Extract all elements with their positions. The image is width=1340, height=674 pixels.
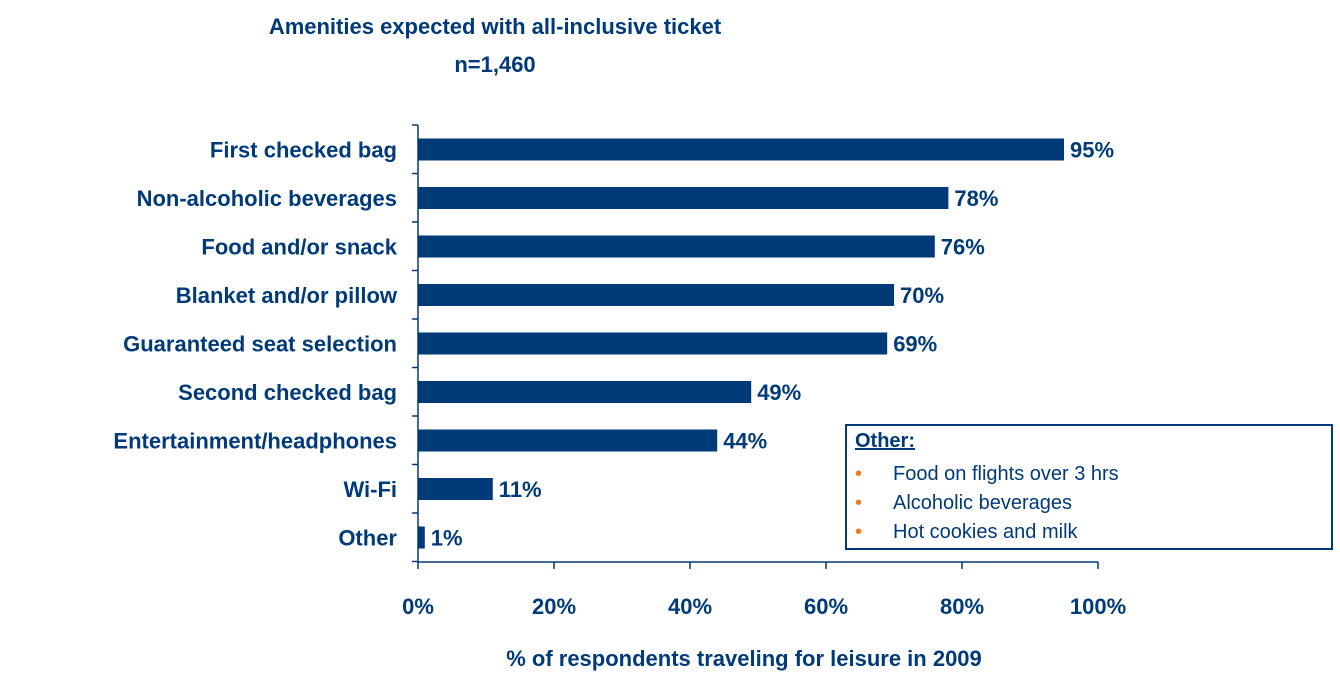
other-box-title: Other: xyxy=(855,430,915,452)
other-list-item: • Alcoholic beverages xyxy=(855,489,1119,518)
x-tick-label: 80% xyxy=(940,594,984,619)
data-label: 1% xyxy=(431,526,463,551)
data-label: 11% xyxy=(499,477,542,502)
x-tick-label: 40% xyxy=(668,594,712,619)
bar xyxy=(418,526,425,549)
category-label: Guaranteed seat selection xyxy=(123,332,397,357)
bar xyxy=(418,138,1064,161)
bar xyxy=(418,187,949,209)
category-label: Food and/or snack xyxy=(201,235,397,260)
category-label: Non-alcoholic beverages xyxy=(137,186,397,211)
bar xyxy=(418,478,493,500)
bar xyxy=(418,284,894,306)
other-box: Other: • Food on flights over 3 hrs • Alco… xyxy=(845,424,1333,550)
x-tick-label: 100% xyxy=(1070,594,1126,619)
category-label: Blanket and/or pillow xyxy=(176,283,398,308)
category-label: Entertainment/headphones xyxy=(113,429,397,454)
data-label: 95% xyxy=(1070,138,1114,163)
other-list: • Food on flights over 3 hrs • Alcoholic b… xyxy=(855,460,1119,547)
data-label: 70% xyxy=(900,283,944,308)
x-tick-label: 0% xyxy=(402,594,434,619)
chart-subtitle: n=1,460 xyxy=(454,52,536,77)
bar xyxy=(418,332,888,355)
other-item-label: Food on flights over 3 hrs xyxy=(893,463,1119,485)
bar xyxy=(418,235,935,258)
data-label: 49% xyxy=(757,380,801,405)
x-tick-label: 60% xyxy=(804,594,848,619)
category-label: Wi-Fi xyxy=(343,477,397,502)
category-label: Other xyxy=(338,526,397,551)
data-label: 69% xyxy=(893,332,937,357)
data-label: 44% xyxy=(723,429,767,454)
category-label: Second checked bag xyxy=(178,380,397,405)
category-label: First checked bag xyxy=(210,138,397,163)
bullet-icon: • xyxy=(855,492,863,514)
x-tick-label: 20% xyxy=(532,594,576,619)
bullet-icon: • xyxy=(855,463,863,485)
data-label: 76% xyxy=(941,235,985,260)
bullet-icon: • xyxy=(855,521,863,543)
x-axis-title: % of respondents traveling for leisure i… xyxy=(506,646,982,671)
other-list-item: • Hot cookies and milk xyxy=(855,518,1119,547)
chart-title: Amenities expected with all-inclusive ti… xyxy=(268,14,722,39)
other-item-label: Alcoholic beverages xyxy=(893,492,1072,514)
data-label: 78% xyxy=(954,186,998,211)
other-list-item: • Food on flights over 3 hrs xyxy=(855,460,1119,489)
other-item-label: Hot cookies and milk xyxy=(893,521,1078,543)
bar xyxy=(418,429,718,452)
bar xyxy=(418,381,752,403)
